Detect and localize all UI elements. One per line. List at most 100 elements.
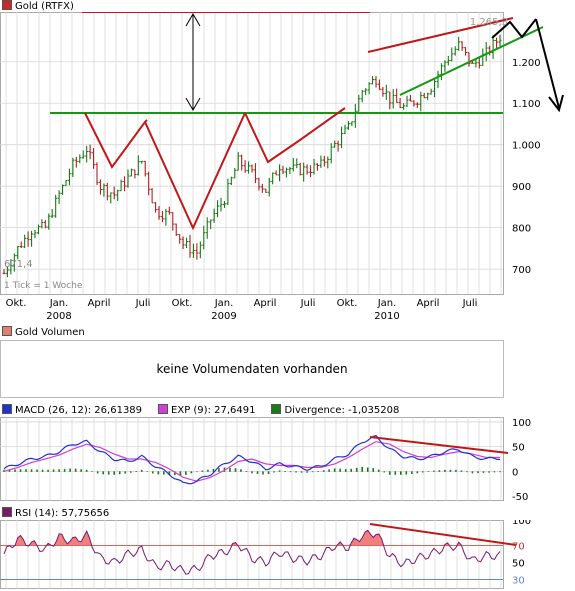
no-volume-message: keine Volumendaten vorhanden xyxy=(156,362,348,376)
macd-hist-bar xyxy=(300,471,303,473)
macd-hist-bar xyxy=(488,471,490,473)
macd-hist-bar xyxy=(47,469,49,472)
macd-hist-bar xyxy=(311,471,314,473)
volume-legend-label: Gold Volumen xyxy=(15,327,85,338)
macd-hist-bar xyxy=(455,469,457,472)
signal-legend-item: EXP (9): 27,6491 xyxy=(156,404,256,416)
price-y-tick: 1.000 xyxy=(512,141,541,152)
rsi-y-tick: 100 xyxy=(512,520,531,527)
macd-hist-bar xyxy=(36,469,38,472)
price-y-axis: 1.200 1.100 1.000 900 800 700 xyxy=(512,58,541,276)
rsi-y-tick: 50 xyxy=(512,559,525,570)
signal-swatch xyxy=(158,404,169,414)
macd-hist-bar xyxy=(102,471,104,475)
macd-hist-bar xyxy=(124,471,127,474)
macd-hist-bar xyxy=(482,471,485,473)
macd-hist-bar xyxy=(416,471,419,474)
macd-legend-item: MACD (26, 12): 26,61389 xyxy=(0,404,143,416)
macd-hist-bar xyxy=(355,467,358,472)
macd-y-tick: 100 xyxy=(512,418,531,429)
measure-arrow-head-bottom xyxy=(185,97,201,111)
divergence-legend-label: Divergence: -1,035208 xyxy=(284,405,400,416)
macd-hist-bar xyxy=(218,468,220,472)
rsi-y-axis: 100 70 50 30 xyxy=(512,520,531,587)
macd-hist-bar xyxy=(19,469,22,472)
volume-panel-header: Gold Volumen xyxy=(0,326,85,339)
macd-hist-bar xyxy=(422,471,424,473)
rsi-divergence-trendline xyxy=(369,523,517,546)
macd-hist-bar xyxy=(8,469,11,472)
x-tick-label: Juli xyxy=(135,298,151,309)
macd-hist-bar xyxy=(372,468,375,472)
macd-hist-bar xyxy=(52,469,55,472)
macd-hist-bar xyxy=(383,471,386,473)
x-tick-label: April xyxy=(88,298,111,309)
macd-hist-bar xyxy=(240,469,242,472)
macd-hist-bar xyxy=(377,469,380,472)
macd-hist-bar xyxy=(333,468,336,472)
macd-hist-bar xyxy=(146,471,149,472)
macd-hist-bar xyxy=(174,471,176,476)
rsi-overbought-fill xyxy=(4,530,500,546)
divergence-swatch xyxy=(271,404,282,414)
x-year-label: 2008 xyxy=(46,311,71,322)
macd-hist-bar xyxy=(433,470,435,472)
x-tick-label: Okt. xyxy=(337,298,358,309)
price-y-tick: 1.100 xyxy=(512,99,541,110)
x-year-label: 2009 xyxy=(211,311,236,322)
price-legend-label: Gold (RTFX) xyxy=(15,1,74,12)
macd-hist-bar xyxy=(113,471,116,475)
macd-hist-bar xyxy=(212,468,215,472)
macd-hist-bar xyxy=(80,469,82,472)
channel-lower-green xyxy=(399,26,544,96)
macd-hist-bar xyxy=(201,470,204,472)
macd-hist-bar xyxy=(322,470,325,472)
macd-chart: 100 50 0 -50 xyxy=(0,417,531,503)
high-label: 1.265,3 xyxy=(470,17,508,28)
macd-hist-bar xyxy=(63,468,66,472)
macd-hist-bar xyxy=(405,471,408,475)
macd-swatch xyxy=(2,404,12,414)
macd-hist-bar xyxy=(449,469,452,472)
rsi-frame xyxy=(0,520,504,589)
macd-hist-bar xyxy=(344,469,347,472)
macd-hist-bar xyxy=(96,471,99,474)
macd-divergence-trendline xyxy=(369,436,509,454)
macd-histogram xyxy=(3,466,501,476)
projection-arrow-shaft xyxy=(535,18,560,109)
macd-hist-bar xyxy=(74,468,77,472)
price-legend-swatch xyxy=(2,0,12,10)
macd-signal-line xyxy=(3,441,500,482)
price-bars xyxy=(2,34,502,278)
macd-hist-bar xyxy=(477,471,479,474)
macd-legend-label: MACD (26, 12): 26,61389 xyxy=(15,405,143,416)
macd-hist-bar xyxy=(466,471,468,473)
macd-hist-bar xyxy=(350,468,352,472)
macd-hist-bar xyxy=(179,471,182,476)
macd-hist-bar xyxy=(14,469,16,472)
price-y-tick: 900 xyxy=(512,182,531,193)
macd-hist-bar xyxy=(306,471,308,473)
macd-hist-bar xyxy=(493,471,496,473)
macd-hist-bar xyxy=(129,471,132,473)
channel-upper-red xyxy=(367,17,514,53)
x-tick-label: Jan. xyxy=(214,298,234,309)
macd-hist-bar xyxy=(185,471,187,475)
rsi-swatch xyxy=(2,507,12,517)
x-tick-label: April xyxy=(254,298,277,309)
divergence-legend-item: Divergence: -1,035208 xyxy=(269,404,400,416)
macd-hist-bar xyxy=(471,471,474,474)
macd-y-tick: 0 xyxy=(512,467,518,478)
signal-legend-label: EXP (9): 27,6491 xyxy=(171,405,256,416)
macd-hist-bar xyxy=(267,471,270,475)
x-tick-label: Okt. xyxy=(172,298,193,309)
x-tick-label: Jan. xyxy=(49,298,69,309)
tick-note: 1 Tick = 1 Woche xyxy=(4,281,83,291)
macd-hist-bar xyxy=(168,471,171,475)
macd-hist-bar xyxy=(394,471,397,475)
macd-hist-bar xyxy=(499,471,501,473)
x-tick-label: Jan. xyxy=(377,298,397,309)
macd-hist-bar xyxy=(278,470,281,472)
price-frame xyxy=(0,12,504,295)
macd-hist-bar xyxy=(289,471,292,473)
